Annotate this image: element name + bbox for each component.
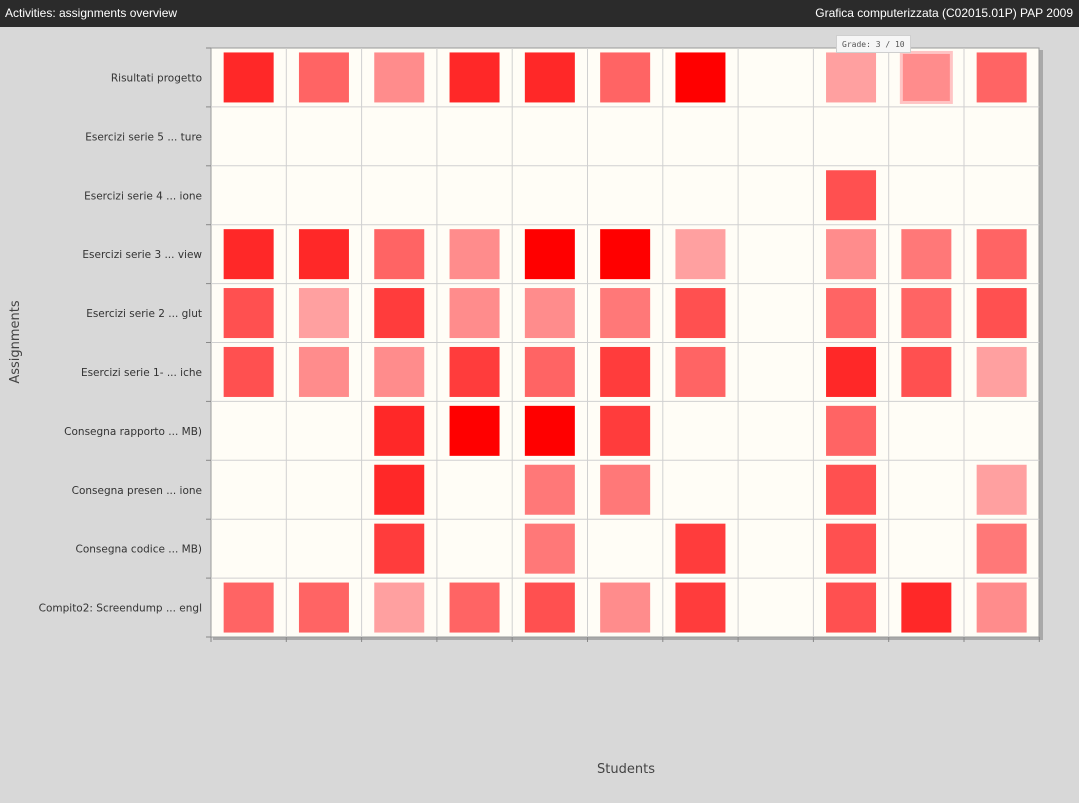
grade-cell[interactable] (524, 405, 575, 456)
grade-cell[interactable] (901, 582, 952, 633)
assignment-label: Esercizi serie 3 ... view (82, 249, 202, 261)
course-title: Grafica computerizzata (C02015.01P) PAP … (815, 6, 1073, 20)
grade-cell[interactable] (298, 52, 349, 103)
grade-cell[interactable] (826, 464, 877, 515)
grade-cell[interactable] (374, 464, 425, 515)
grade-cell[interactable] (600, 464, 651, 515)
grade-cell[interactable] (826, 288, 877, 339)
grade-cell[interactable] (449, 582, 500, 633)
grade-cell[interactable] (976, 229, 1027, 280)
assignment-label: Consegna codice ... MB) (76, 544, 203, 556)
grade-cell[interactable] (976, 523, 1027, 574)
grade-cell[interactable] (675, 346, 726, 397)
grade-cell[interactable] (374, 346, 425, 397)
grade-cell[interactable] (675, 52, 726, 103)
grade-cell[interactable] (826, 170, 877, 221)
grade-cell[interactable] (976, 464, 1027, 515)
grade-cell[interactable] (449, 52, 500, 103)
grade-cell[interactable] (223, 52, 274, 103)
grade-cell[interactable] (826, 523, 877, 574)
grade-cell[interactable] (675, 288, 726, 339)
grade-cell[interactable] (223, 229, 274, 280)
grade-cell[interactable] (298, 229, 349, 280)
assignment-label: Consegna presen ... ione (72, 485, 202, 497)
grade-cell[interactable] (600, 346, 651, 397)
grade-cell[interactable] (524, 288, 575, 339)
grade-cell[interactable] (675, 523, 726, 574)
y-axis-label: Assignments (8, 300, 23, 384)
grade-cell[interactable] (600, 229, 651, 280)
grade-cell[interactable] (374, 523, 425, 574)
grade-cell[interactable] (449, 405, 500, 456)
x-axis-label: Students (597, 762, 655, 777)
grade-cell[interactable] (600, 288, 651, 339)
grade-cell[interactable] (899, 50, 953, 104)
grade-cell[interactable] (826, 405, 877, 456)
grade-cell[interactable] (524, 523, 575, 574)
grade-cell[interactable] (675, 582, 726, 633)
assignment-label: Esercizi serie 1- ... iche (81, 367, 202, 379)
grade-cell[interactable] (901, 288, 952, 339)
assignment-label: Esercizi serie 5 ... ture (85, 131, 202, 143)
grade-cell[interactable] (298, 288, 349, 339)
grade-tooltip: Grade: 3 / 10 (836, 35, 911, 53)
grade-cell[interactable] (600, 52, 651, 103)
grade-cell[interactable] (524, 229, 575, 280)
assignments-heatmap: Risultati progetto Esercizi serie 5 ... t… (8, 47, 1043, 777)
grade-cell[interactable] (826, 346, 877, 397)
assignment-label: Esercizi serie 4 ... ione (84, 190, 202, 202)
title-bar: Activities: assignments overview Grafica… (0, 0, 1079, 27)
grade-cell[interactable] (223, 288, 274, 339)
grade-cell[interactable] (976, 346, 1027, 397)
assignment-label: Esercizi serie 2 ... glut (86, 308, 202, 320)
grade-cell[interactable] (449, 229, 500, 280)
grade-cell[interactable] (374, 288, 425, 339)
grade-cell[interactable] (826, 52, 877, 103)
grade-cell[interactable] (976, 582, 1027, 633)
grade-cell[interactable] (524, 464, 575, 515)
grade-cell[interactable] (298, 346, 349, 397)
grade-cell[interactable] (675, 229, 726, 280)
grade-cell[interactable] (524, 346, 575, 397)
grade-cell[interactable] (976, 52, 1027, 103)
cells (223, 50, 1027, 633)
grade-cell[interactable] (374, 52, 425, 103)
grade-cell[interactable] (374, 405, 425, 456)
grade-cell[interactable] (901, 346, 952, 397)
grade-cell[interactable] (223, 346, 274, 397)
activity-title: Activities: assignments overview (5, 6, 178, 20)
grade-cell[interactable] (223, 582, 274, 633)
grade-cell[interactable] (600, 582, 651, 633)
grade-cell[interactable] (374, 582, 425, 633)
grade-cell[interactable] (600, 405, 651, 456)
grade-cell[interactable] (449, 346, 500, 397)
grade-cell[interactable] (524, 52, 575, 103)
grid (206, 47, 1040, 642)
assignment-label: Risultati progetto (111, 72, 202, 84)
grade-cell[interactable] (826, 229, 877, 280)
grade-cell[interactable] (298, 582, 349, 633)
y-tick-labels: Risultati progetto Esercizi serie 5 ... t… (39, 72, 203, 614)
grade-cell[interactable] (374, 229, 425, 280)
grade-cell[interactable] (449, 288, 500, 339)
grade-cell[interactable] (976, 288, 1027, 339)
grade-cell[interactable] (524, 582, 575, 633)
assignment-label: Compito2: Screendump ... engl (39, 603, 202, 615)
assignment-label: Consegna rapporto ... MB) (64, 426, 202, 438)
grade-cell[interactable] (826, 582, 877, 633)
grade-cell[interactable] (901, 229, 952, 280)
